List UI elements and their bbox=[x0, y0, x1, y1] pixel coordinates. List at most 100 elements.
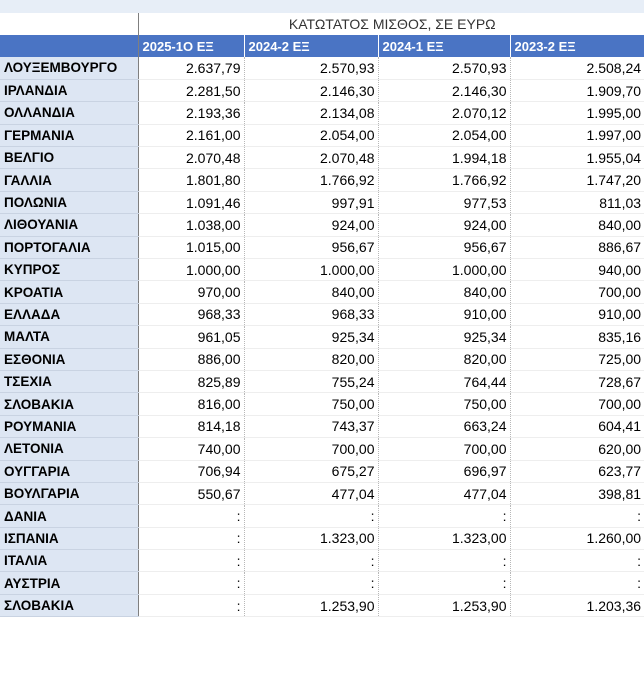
value-cell[interactable]: 1.994,18 bbox=[378, 146, 511, 170]
value-cell[interactable]: 1.323,00 bbox=[244, 527, 379, 551]
value-cell[interactable]: 1.000,00 bbox=[378, 258, 511, 282]
value-cell[interactable]: 398,81 bbox=[510, 482, 644, 506]
value-cell[interactable]: 700,00 bbox=[244, 437, 379, 461]
country-cell[interactable]: ΛΕΤΟΝΙΑ bbox=[0, 437, 139, 461]
value-cell[interactable]: 750,00 bbox=[378, 392, 511, 416]
value-cell[interactable]: : bbox=[138, 594, 245, 618]
value-cell[interactable]: 2.570,93 bbox=[378, 57, 511, 80]
value-cell[interactable]: 1.909,70 bbox=[510, 79, 644, 103]
value-cell[interactable]: 750,00 bbox=[244, 392, 379, 416]
value-cell[interactable]: 840,00 bbox=[244, 280, 379, 304]
corner-cell[interactable] bbox=[0, 13, 139, 35]
value-cell[interactable]: 961,05 bbox=[138, 325, 245, 349]
value-cell[interactable]: 1.260,00 bbox=[510, 527, 644, 551]
value-cell[interactable]: 997,91 bbox=[244, 191, 379, 215]
value-cell[interactable]: 816,00 bbox=[138, 392, 245, 416]
country-cell[interactable]: ΑΥΣΤΡΙΑ bbox=[0, 571, 139, 595]
value-cell[interactable]: 620,00 bbox=[510, 437, 644, 461]
value-cell[interactable]: 1.995,00 bbox=[510, 101, 644, 125]
value-cell[interactable]: 1.000,00 bbox=[244, 258, 379, 282]
country-cell[interactable]: ΒΕΛΓΙΟ bbox=[0, 146, 139, 170]
value-cell[interactable]: : bbox=[510, 549, 644, 573]
value-cell[interactable]: 1.038,00 bbox=[138, 213, 245, 237]
value-cell[interactable]: 755,24 bbox=[244, 370, 379, 394]
value-cell[interactable]: 1.253,90 bbox=[244, 594, 379, 618]
column-header[interactable]: 2023-2 ΕΞ bbox=[510, 35, 644, 57]
column-header[interactable]: 2025-1Ο ΕΞ bbox=[138, 35, 245, 57]
value-cell[interactable]: 2.637,79 bbox=[138, 57, 245, 80]
value-cell[interactable]: 2.570,93 bbox=[244, 57, 379, 80]
value-cell[interactable]: 886,00 bbox=[138, 348, 245, 371]
value-cell[interactable]: : bbox=[510, 571, 644, 595]
value-cell[interactable]: 910,00 bbox=[378, 303, 511, 327]
country-cell[interactable]: ΛΟΥΞΕΜΒΟΥΡΓΟ bbox=[0, 57, 139, 80]
value-cell[interactable]: 700,00 bbox=[510, 392, 644, 416]
value-cell[interactable]: 2.281,50 bbox=[138, 79, 245, 103]
value-cell[interactable]: 820,00 bbox=[378, 348, 511, 371]
country-cell[interactable]: ΙΤΑΛΙΑ bbox=[0, 549, 139, 573]
value-cell[interactable]: 820,00 bbox=[244, 348, 379, 371]
value-cell[interactable]: 956,67 bbox=[244, 236, 379, 260]
value-cell[interactable]: 2.070,48 bbox=[244, 146, 379, 170]
country-cell[interactable]: ΕΣΘΟΝΙΑ bbox=[0, 348, 139, 371]
value-cell[interactable]: 814,18 bbox=[138, 415, 245, 439]
value-cell[interactable]: : bbox=[510, 504, 644, 528]
value-cell[interactable]: 2.146,30 bbox=[378, 79, 511, 103]
value-cell[interactable]: 1.955,04 bbox=[510, 146, 644, 170]
value-cell[interactable]: 2.054,00 bbox=[378, 124, 511, 148]
value-cell[interactable]: 925,34 bbox=[378, 325, 511, 349]
value-cell[interactable]: 725,00 bbox=[510, 348, 644, 371]
value-cell[interactable]: 811,03 bbox=[510, 191, 644, 215]
column-header[interactable]: 2024-1 ΕΞ bbox=[378, 35, 511, 57]
value-cell[interactable]: 1.091,46 bbox=[138, 191, 245, 215]
value-cell[interactable]: 604,41 bbox=[510, 415, 644, 439]
value-cell[interactable]: 728,67 bbox=[510, 370, 644, 394]
value-cell[interactable]: 2.134,08 bbox=[244, 101, 379, 125]
value-cell[interactable]: 956,67 bbox=[378, 236, 511, 260]
value-cell[interactable]: 1.323,00 bbox=[378, 527, 511, 551]
value-cell[interactable]: 2.070,48 bbox=[138, 146, 245, 170]
value-cell[interactable]: 743,37 bbox=[244, 415, 379, 439]
country-cell[interactable]: ΡΟΥΜΑΝΙΑ bbox=[0, 415, 139, 439]
value-cell[interactable]: 2.054,00 bbox=[244, 124, 379, 148]
value-cell[interactable]: 477,04 bbox=[378, 482, 511, 506]
value-cell[interactable]: 977,53 bbox=[378, 191, 511, 215]
value-cell[interactable]: 2.146,30 bbox=[244, 79, 379, 103]
value-cell[interactable]: 764,44 bbox=[378, 370, 511, 394]
value-cell[interactable]: 840,00 bbox=[378, 280, 511, 304]
value-cell[interactable]: 1.203,36 bbox=[510, 594, 644, 618]
country-cell[interactable]: ΣΛΟΒΑΚΙΑ bbox=[0, 594, 139, 618]
value-cell[interactable]: 835,16 bbox=[510, 325, 644, 349]
column-header[interactable]: 2024-2 ΕΞ bbox=[244, 35, 379, 57]
value-cell[interactable]: : bbox=[378, 504, 511, 528]
country-cell[interactable]: ΔΑΝΙΑ bbox=[0, 504, 139, 528]
value-cell[interactable]: 968,33 bbox=[138, 303, 245, 327]
value-cell[interactable]: : bbox=[138, 527, 245, 551]
value-cell[interactable]: 675,27 bbox=[244, 460, 379, 483]
value-cell[interactable]: 700,00 bbox=[510, 280, 644, 304]
value-cell[interactable]: : bbox=[378, 571, 511, 595]
value-cell[interactable]: : bbox=[138, 549, 245, 573]
value-cell[interactable]: 1.997,00 bbox=[510, 124, 644, 148]
value-cell[interactable]: 696,97 bbox=[378, 460, 511, 483]
country-cell[interactable]: ΜΑΛΤΑ bbox=[0, 325, 139, 349]
country-cell[interactable]: ΚΡΟΑΤΙΑ bbox=[0, 280, 139, 304]
value-cell[interactable]: : bbox=[378, 549, 511, 573]
value-cell[interactable]: 1.766,92 bbox=[378, 168, 511, 192]
value-cell[interactable]: 623,77 bbox=[510, 460, 644, 483]
table-title[interactable]: ΚΑΤΩΤΑΤΟΣ ΜΙΣΘΟΣ, ΣΕ ΕΥΡΩ bbox=[138, 13, 644, 35]
country-cell[interactable]: ΕΛΛΑΔΑ bbox=[0, 303, 139, 327]
value-cell[interactable]: : bbox=[244, 504, 379, 528]
value-cell[interactable]: 825,89 bbox=[138, 370, 245, 394]
country-cell[interactable]: ΚΥΠΡΟΣ bbox=[0, 258, 139, 282]
value-cell[interactable]: 970,00 bbox=[138, 280, 245, 304]
value-cell[interactable]: 1.000,00 bbox=[138, 258, 245, 282]
value-cell[interactable]: 924,00 bbox=[244, 213, 379, 237]
value-cell[interactable]: 1.801,80 bbox=[138, 168, 245, 192]
value-cell[interactable]: 1.253,90 bbox=[378, 594, 511, 618]
value-cell[interactable]: 925,34 bbox=[244, 325, 379, 349]
country-cell[interactable]: ΓΑΛΛΙΑ bbox=[0, 168, 139, 192]
country-cell[interactable]: ΓΕΡΜΑΝΙΑ bbox=[0, 124, 139, 148]
country-cell[interactable]: ΒΟΥΛΓΑΡΙΑ bbox=[0, 482, 139, 506]
value-cell[interactable]: 910,00 bbox=[510, 303, 644, 327]
